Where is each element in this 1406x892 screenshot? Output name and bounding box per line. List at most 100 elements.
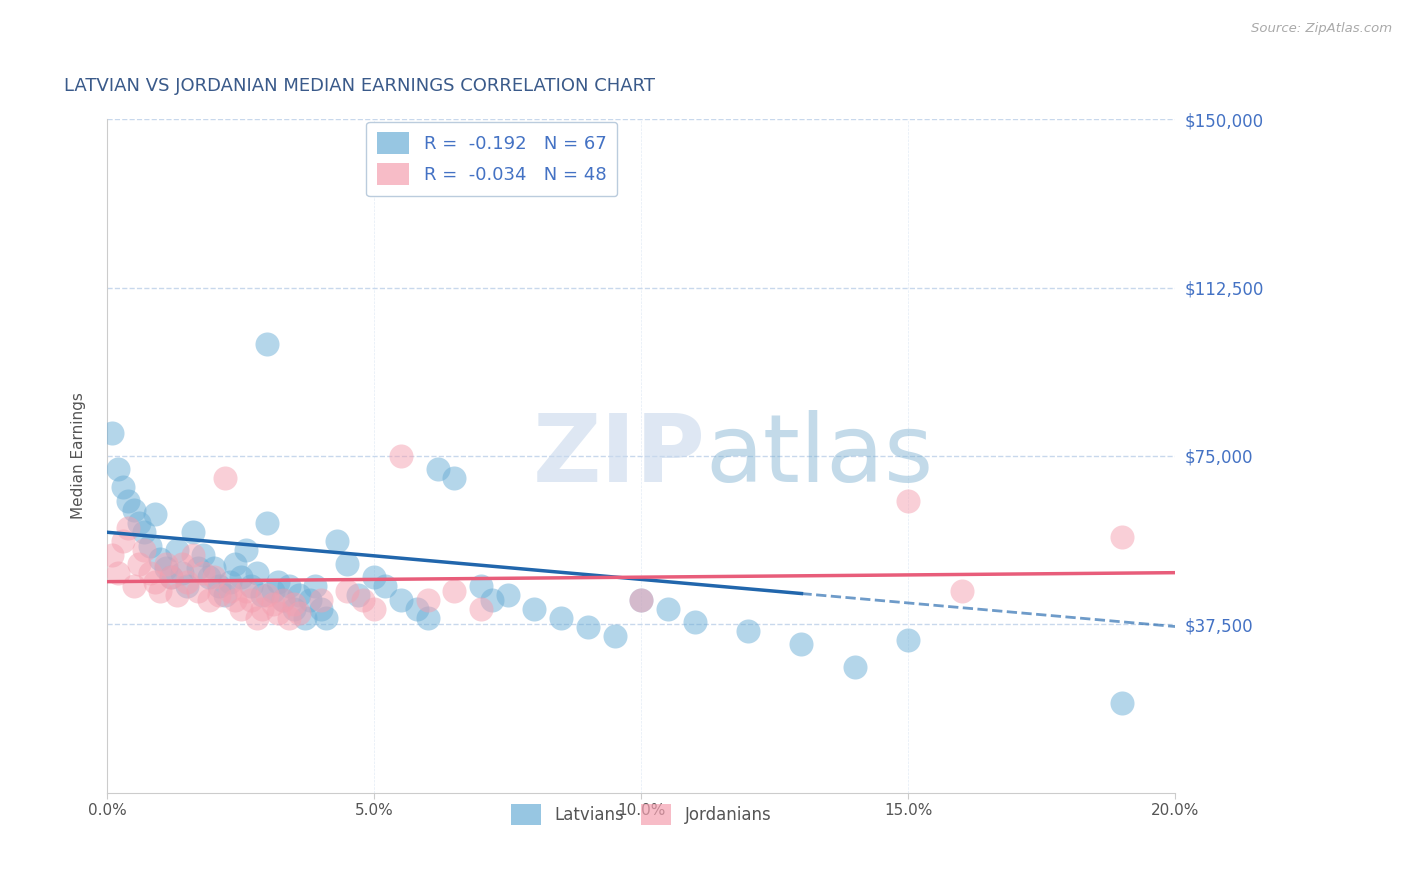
- Point: [1111, 696, 1133, 710]
- Point: [309, 601, 332, 615]
- Point: [117, 493, 139, 508]
- Point: [299, 592, 322, 607]
- Y-axis label: Median Earnings: Median Earnings: [72, 392, 86, 519]
- Point: [790, 638, 813, 652]
- Point: [214, 588, 236, 602]
- Text: atlas: atlas: [706, 410, 934, 502]
- Point: [224, 557, 246, 571]
- Point: [416, 592, 439, 607]
- Point: [250, 588, 273, 602]
- Point: [283, 601, 305, 615]
- Point: [405, 601, 427, 615]
- Point: [256, 588, 278, 602]
- Text: LATVIAN VS JORDANIAN MEDIAN EARNINGS CORRELATION CHART: LATVIAN VS JORDANIAN MEDIAN EARNINGS COR…: [65, 78, 655, 95]
- Point: [181, 548, 204, 562]
- Point: [235, 583, 257, 598]
- Point: [166, 588, 188, 602]
- Point: [326, 534, 349, 549]
- Point: [149, 552, 172, 566]
- Point: [128, 516, 150, 531]
- Point: [470, 579, 492, 593]
- Point: [267, 574, 290, 589]
- Point: [176, 579, 198, 593]
- Point: [246, 610, 269, 624]
- Point: [496, 588, 519, 602]
- Point: [117, 521, 139, 535]
- Point: [134, 543, 156, 558]
- Point: [160, 570, 183, 584]
- Point: [107, 462, 129, 476]
- Point: [630, 592, 652, 607]
- Point: [1111, 530, 1133, 544]
- Point: [229, 601, 252, 615]
- Point: [427, 462, 450, 476]
- Point: [389, 449, 412, 463]
- Point: [193, 548, 215, 562]
- Point: [262, 597, 284, 611]
- Point: [122, 503, 145, 517]
- Point: [273, 592, 295, 607]
- Point: [273, 592, 295, 607]
- Point: [550, 610, 572, 624]
- Point: [256, 336, 278, 351]
- Point: [630, 592, 652, 607]
- Point: [256, 516, 278, 531]
- Point: [166, 543, 188, 558]
- Point: [336, 557, 359, 571]
- Point: [336, 583, 359, 598]
- Point: [160, 570, 183, 584]
- Text: ZIP: ZIP: [533, 410, 706, 502]
- Point: [250, 601, 273, 615]
- Point: [155, 557, 177, 571]
- Point: [363, 601, 385, 615]
- Point: [737, 624, 759, 638]
- Point: [170, 566, 193, 580]
- Point: [143, 574, 166, 589]
- Point: [523, 601, 546, 615]
- Point: [283, 597, 305, 611]
- Point: [470, 601, 492, 615]
- Point: [101, 426, 124, 441]
- Point: [481, 592, 503, 607]
- Point: [240, 592, 263, 607]
- Point: [288, 588, 311, 602]
- Text: Source: ZipAtlas.com: Source: ZipAtlas.com: [1251, 22, 1392, 36]
- Point: [262, 583, 284, 598]
- Point: [304, 579, 326, 593]
- Point: [181, 525, 204, 540]
- Point: [155, 561, 177, 575]
- Point: [219, 583, 242, 598]
- Point: [374, 579, 396, 593]
- Point: [208, 588, 231, 602]
- Point: [122, 579, 145, 593]
- Point: [246, 566, 269, 580]
- Point: [235, 543, 257, 558]
- Point: [187, 583, 209, 598]
- Point: [139, 566, 162, 580]
- Point: [347, 588, 370, 602]
- Point: [197, 592, 219, 607]
- Point: [202, 570, 225, 584]
- Point: [443, 471, 465, 485]
- Point: [683, 615, 706, 629]
- Point: [193, 566, 215, 580]
- Point: [128, 557, 150, 571]
- Point: [240, 579, 263, 593]
- Point: [139, 539, 162, 553]
- Point: [224, 592, 246, 607]
- Point: [315, 610, 337, 624]
- Point: [657, 601, 679, 615]
- Point: [353, 592, 375, 607]
- Point: [897, 632, 920, 647]
- Point: [219, 574, 242, 589]
- Point: [267, 606, 290, 620]
- Point: [294, 610, 316, 624]
- Point: [309, 592, 332, 607]
- Point: [897, 493, 920, 508]
- Point: [101, 548, 124, 562]
- Point: [576, 619, 599, 633]
- Point: [202, 561, 225, 575]
- Point: [443, 583, 465, 598]
- Point: [214, 471, 236, 485]
- Point: [950, 583, 973, 598]
